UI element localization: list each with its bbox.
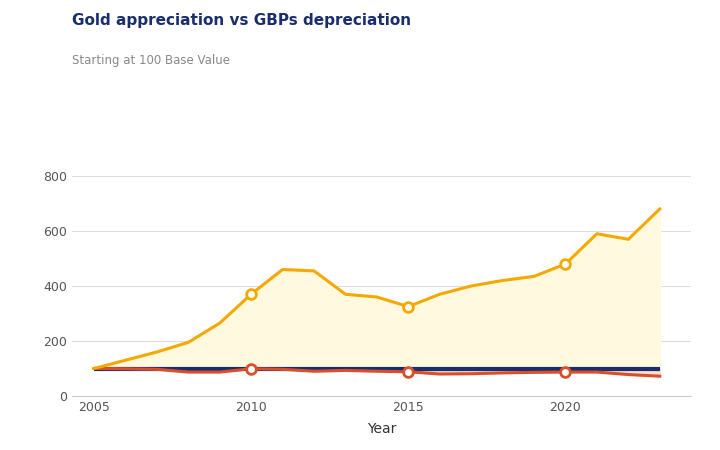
X-axis label: Year: Year	[367, 422, 396, 436]
Text: Starting at 100 Base Value: Starting at 100 Base Value	[72, 54, 230, 67]
Text: Gold appreciation vs GBPs depreciation: Gold appreciation vs GBPs depreciation	[72, 14, 411, 28]
